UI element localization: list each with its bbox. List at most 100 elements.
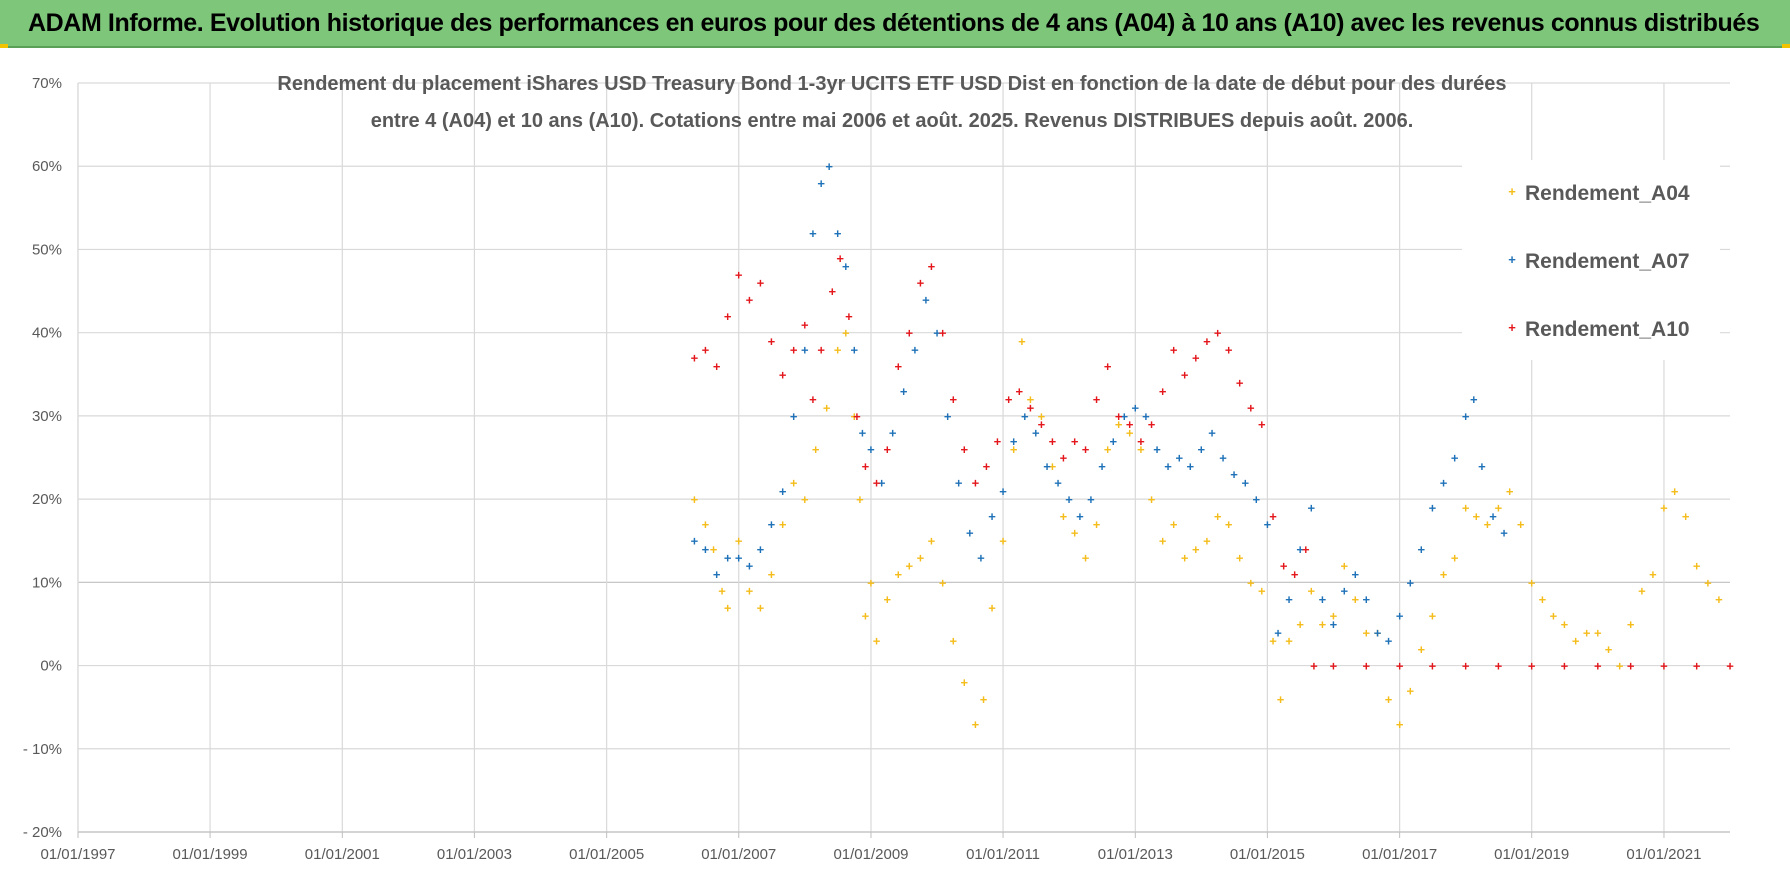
data-point: + bbox=[1225, 342, 1233, 357]
data-point: + bbox=[825, 159, 833, 174]
data-point: + bbox=[977, 550, 985, 565]
data-point: + bbox=[724, 550, 732, 565]
data-point: + bbox=[1473, 509, 1481, 524]
data-point: + bbox=[1484, 517, 1492, 532]
data-point: + bbox=[1561, 617, 1569, 632]
data-point: + bbox=[1572, 634, 1580, 649]
data-point: + bbox=[1517, 517, 1525, 532]
legend-box bbox=[1462, 160, 1720, 360]
data-point: + bbox=[1038, 417, 1046, 432]
y-tick-label: 70% bbox=[32, 75, 62, 92]
data-point: + bbox=[961, 675, 969, 690]
data-point: + bbox=[1219, 451, 1227, 466]
series-Rendement_A04: ++++++++++++++++++++++++++++++++++++++++… bbox=[691, 326, 1724, 732]
data-point: + bbox=[1319, 617, 1327, 632]
data-point: + bbox=[1236, 550, 1244, 565]
data-point: + bbox=[1352, 567, 1360, 582]
data-point: + bbox=[1330, 617, 1338, 632]
x-tick-label: 01/01/2007 bbox=[701, 846, 776, 863]
y-tick-label: 50% bbox=[32, 241, 62, 258]
x-tick-label: 01/01/2001 bbox=[305, 846, 380, 863]
data-point: + bbox=[1187, 459, 1195, 474]
data-point: + bbox=[1274, 625, 1282, 640]
data-point: + bbox=[1715, 592, 1723, 607]
data-point: + bbox=[1495, 500, 1503, 515]
data-point: + bbox=[757, 542, 765, 557]
data-point: + bbox=[1682, 509, 1690, 524]
data-point: + bbox=[873, 634, 881, 649]
data-point: + bbox=[1340, 559, 1348, 574]
data-point: + bbox=[1506, 484, 1514, 499]
data-point: + bbox=[851, 409, 859, 424]
data-point: + bbox=[922, 292, 930, 307]
data-point: + bbox=[1330, 609, 1338, 624]
data-point: + bbox=[1285, 592, 1293, 607]
data-point: + bbox=[801, 317, 809, 332]
data-point: + bbox=[883, 592, 891, 607]
chart-title-line-1: Rendement du placement iShares USD Treas… bbox=[277, 73, 1506, 95]
data-point: + bbox=[1225, 517, 1233, 532]
data-point: + bbox=[917, 276, 925, 291]
data-point: + bbox=[845, 309, 853, 324]
data-point: + bbox=[988, 600, 996, 615]
data-point: + bbox=[867, 575, 875, 590]
x-axis: 01/01/1997 01/01/1999 01/01/2001 01/01/2003… bbox=[40, 832, 1702, 863]
data-point: + bbox=[1159, 384, 1167, 399]
data-point: + bbox=[735, 534, 743, 549]
y-tick-label: 30% bbox=[32, 408, 62, 425]
data-point: + bbox=[1203, 334, 1211, 349]
gridlines bbox=[77, 82, 1730, 833]
data-point: + bbox=[1115, 417, 1123, 432]
data-point: + bbox=[828, 284, 836, 299]
data-point: + bbox=[1192, 351, 1200, 366]
y-tick-label: 0% bbox=[40, 658, 62, 675]
data-point: + bbox=[1407, 684, 1415, 699]
data-point: + bbox=[1291, 567, 1299, 582]
data-point: + bbox=[950, 392, 958, 407]
data-point: + bbox=[1649, 567, 1657, 582]
data-point: + bbox=[757, 276, 765, 291]
data-point: + bbox=[1451, 451, 1459, 466]
data-point: + bbox=[1010, 442, 1018, 457]
report-banner: ADAM Informe. Evolution historique des p… bbox=[0, 0, 1790, 48]
data-point: + bbox=[1269, 634, 1277, 649]
data-point: + bbox=[1198, 442, 1206, 457]
x-tick-label: 01/01/2021 bbox=[1626, 846, 1701, 863]
data-point: + bbox=[735, 550, 743, 565]
data-point: + bbox=[1550, 609, 1558, 624]
data-point: + bbox=[1005, 392, 1013, 407]
data-point: + bbox=[757, 600, 765, 615]
data-point: + bbox=[1247, 401, 1255, 416]
data-point: + bbox=[1528, 659, 1536, 674]
data-point: + bbox=[856, 492, 864, 507]
data-point: + bbox=[691, 351, 699, 366]
data-point: + bbox=[1071, 434, 1079, 449]
data-point: + bbox=[702, 542, 710, 557]
data-point: + bbox=[1230, 467, 1238, 482]
data-point: + bbox=[1043, 459, 1051, 474]
data-point: + bbox=[1407, 575, 1415, 590]
data-point: + bbox=[809, 392, 817, 407]
data-point: + bbox=[1164, 459, 1172, 474]
data-point: + bbox=[1253, 492, 1261, 507]
data-point: + bbox=[702, 342, 710, 357]
data-point: + bbox=[1319, 592, 1327, 607]
banner-title: ADAM Informe. Evolution historique des p… bbox=[28, 8, 1760, 37]
data-point: + bbox=[862, 609, 870, 624]
data-point: + bbox=[790, 342, 798, 357]
x-tick-label: 01/01/2009 bbox=[833, 846, 908, 863]
data-point: + bbox=[1396, 609, 1404, 624]
data-point: + bbox=[966, 525, 974, 540]
data-point: + bbox=[939, 326, 947, 341]
chart-title-line-2: entre 4 (A04) et 10 ans (A10). Cotations… bbox=[371, 110, 1414, 132]
data-point: + bbox=[928, 534, 936, 549]
legend-label: Rendement_A07 bbox=[1525, 250, 1690, 273]
data-point: + bbox=[842, 259, 850, 274]
data-point: + bbox=[1104, 359, 1112, 374]
data-point: + bbox=[1539, 592, 1547, 607]
y-tick-label: - 10% bbox=[23, 741, 62, 758]
series-Rendement_A10: ++++++++++++++++++++++++++++++++++++++++… bbox=[691, 251, 1735, 674]
data-point: + bbox=[911, 342, 919, 357]
data-point: + bbox=[1098, 459, 1106, 474]
data-point: + bbox=[1027, 401, 1035, 416]
